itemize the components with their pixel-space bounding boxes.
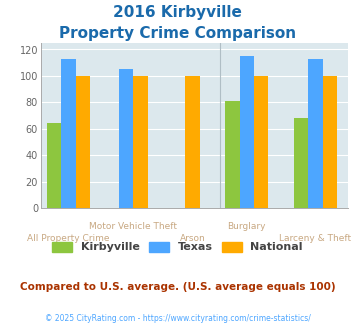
- Bar: [47, 123, 61, 208]
- Text: © 2025 CityRating.com - https://www.cityrating.com/crime-statistics/: © 2025 CityRating.com - https://www.city…: [45, 314, 310, 323]
- Bar: [294, 118, 308, 208]
- Bar: [185, 76, 200, 208]
- Bar: [240, 56, 254, 208]
- Bar: [323, 76, 337, 208]
- Bar: [76, 76, 90, 208]
- Text: Burglary: Burglary: [228, 222, 266, 231]
- Bar: [119, 69, 133, 208]
- Bar: [61, 59, 76, 208]
- Legend: Kirbyville, Texas, National: Kirbyville, Texas, National: [48, 237, 307, 257]
- Text: All Property Crime: All Property Crime: [27, 234, 110, 243]
- Text: 2016 Kirbyville: 2016 Kirbyville: [113, 5, 242, 20]
- Text: Compared to U.S. average. (U.S. average equals 100): Compared to U.S. average. (U.S. average …: [20, 282, 335, 292]
- Bar: [308, 59, 323, 208]
- Bar: [254, 76, 268, 208]
- Text: Arson: Arson: [180, 234, 206, 243]
- Text: Larceny & Theft: Larceny & Theft: [279, 234, 351, 243]
- Text: Motor Vehicle Theft: Motor Vehicle Theft: [89, 222, 177, 231]
- Text: Property Crime Comparison: Property Crime Comparison: [59, 26, 296, 41]
- Bar: [133, 76, 148, 208]
- Bar: [225, 101, 240, 208]
